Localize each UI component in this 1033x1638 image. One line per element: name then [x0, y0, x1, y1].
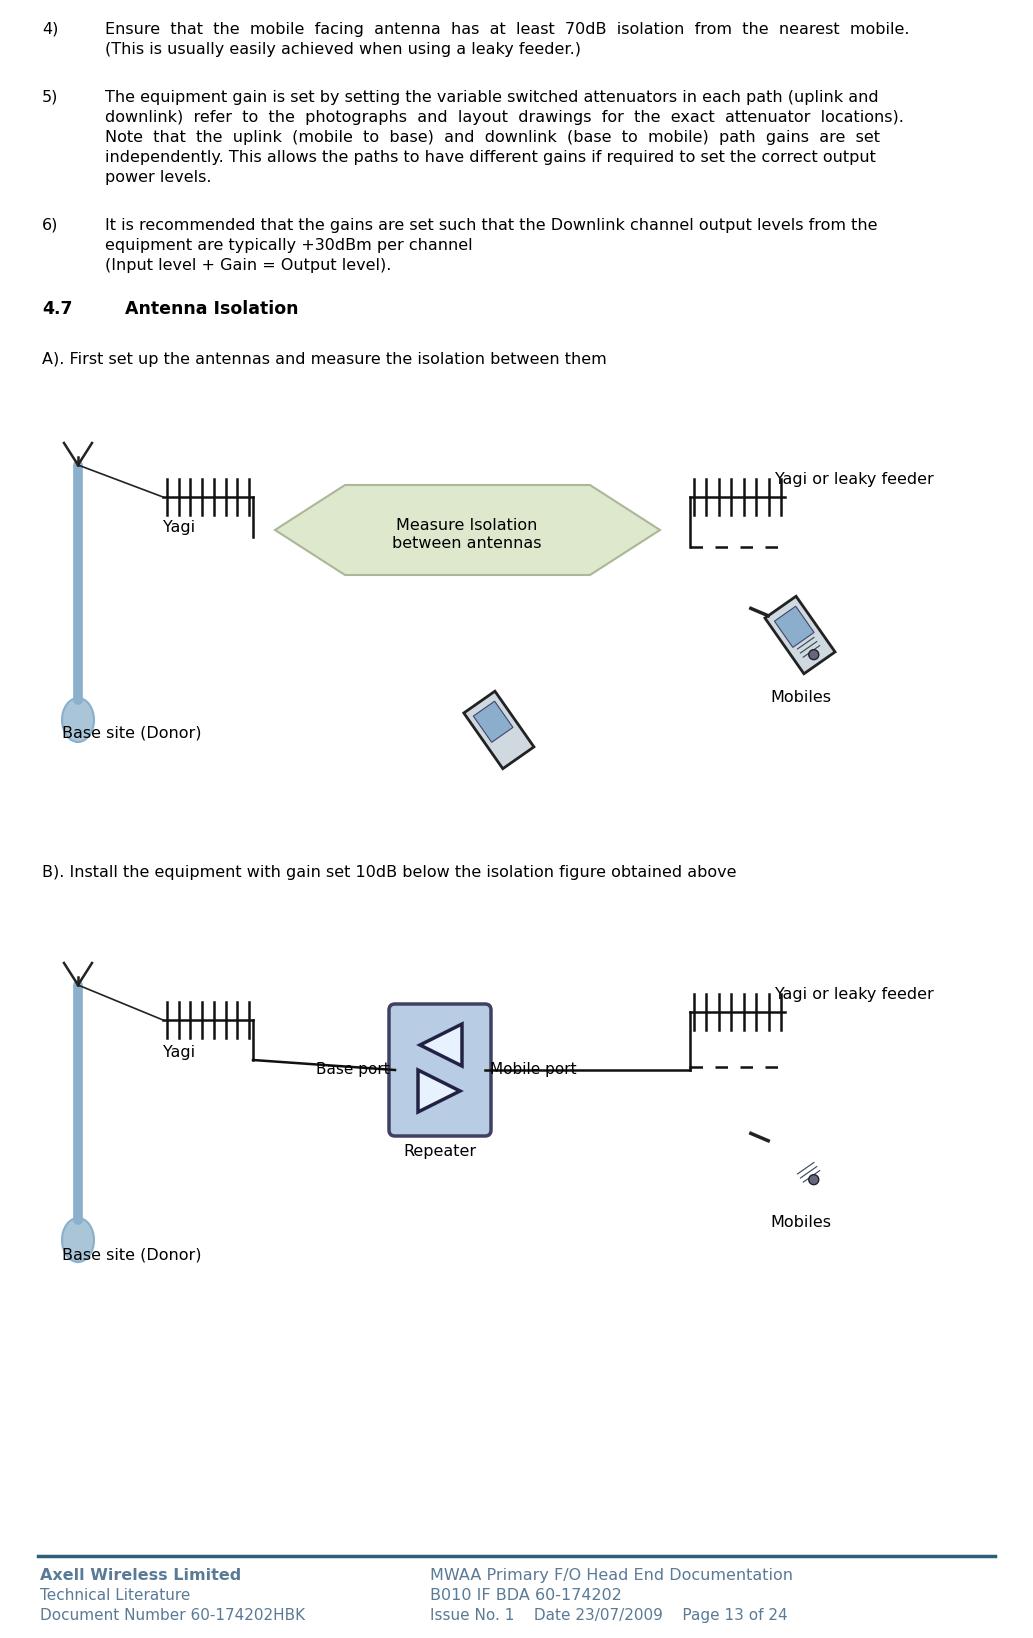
Polygon shape — [418, 1070, 460, 1112]
Text: Base site (Donor): Base site (Donor) — [62, 1248, 201, 1263]
Text: equipment are typically +30dBm per channel: equipment are typically +30dBm per chann… — [105, 238, 473, 252]
Text: independently. This allows the paths to have different gains if required to set : independently. This allows the paths to … — [105, 151, 876, 165]
Circle shape — [809, 650, 819, 660]
Text: A). First set up the antennas and measure the isolation between them: A). First set up the antennas and measur… — [42, 352, 606, 367]
Polygon shape — [275, 485, 660, 575]
Text: Note  that  the  uplink  (mobile  to  base)  and  downlink  (base  to  mobile)  : Note that the uplink (mobile to base) an… — [105, 129, 880, 146]
Text: Antenna Isolation: Antenna Isolation — [125, 300, 299, 318]
Polygon shape — [775, 606, 814, 647]
Text: Base port: Base port — [316, 1061, 390, 1078]
Text: (Input level + Gain = Output level).: (Input level + Gain = Output level). — [105, 259, 392, 274]
Text: The equipment gain is set by setting the variable switched attenuators in each p: The equipment gain is set by setting the… — [105, 90, 879, 105]
Polygon shape — [764, 596, 835, 673]
Text: Issue No. 1    Date 23/07/2009    Page 13 of 24: Issue No. 1 Date 23/07/2009 Page 13 of 2… — [430, 1609, 787, 1623]
Ellipse shape — [62, 698, 94, 742]
Text: B). Install the equipment with gain set 10dB below the isolation figure obtained: B). Install the equipment with gain set … — [42, 865, 737, 880]
Text: Ensure  that  the  mobile  facing  antenna  has  at  least  70dB  isolation  fro: Ensure that the mobile facing antenna ha… — [105, 21, 909, 38]
Text: Yagi: Yagi — [163, 1045, 195, 1060]
Polygon shape — [420, 1024, 462, 1066]
Text: 5): 5) — [42, 90, 59, 105]
Text: between antennas: between antennas — [393, 536, 541, 550]
Circle shape — [809, 1174, 819, 1184]
Text: Yagi or leaky feeder: Yagi or leaky feeder — [775, 472, 934, 486]
Text: Base site (Donor): Base site (Donor) — [62, 726, 201, 740]
Text: Measure Isolation: Measure Isolation — [397, 518, 538, 532]
Text: Axell Wireless Limited: Axell Wireless Limited — [40, 1568, 242, 1582]
Polygon shape — [473, 701, 513, 742]
Text: Document Number 60-174202HBK: Document Number 60-174202HBK — [40, 1609, 305, 1623]
Text: Mobile port: Mobile port — [490, 1061, 576, 1078]
Text: Mobiles: Mobiles — [770, 690, 831, 704]
FancyBboxPatch shape — [389, 1004, 491, 1137]
Text: Technical Literature: Technical Literature — [40, 1587, 190, 1604]
Text: power levels.: power levels. — [105, 170, 212, 185]
Text: B010 IF BDA 60-174202: B010 IF BDA 60-174202 — [430, 1587, 622, 1604]
Text: MWAA Primary F/O Head End Documentation: MWAA Primary F/O Head End Documentation — [430, 1568, 793, 1582]
Text: Yagi or leaky feeder: Yagi or leaky feeder — [775, 988, 934, 1002]
Text: Repeater: Repeater — [404, 1143, 476, 1160]
Text: It is recommended that the gains are set such that the Downlink channel output l: It is recommended that the gains are set… — [105, 218, 877, 233]
Ellipse shape — [62, 1219, 94, 1261]
Text: Yagi: Yagi — [163, 519, 195, 536]
Text: 6): 6) — [42, 218, 59, 233]
Polygon shape — [464, 691, 534, 768]
Text: 4.7: 4.7 — [42, 300, 72, 318]
Text: 4): 4) — [42, 21, 59, 38]
Text: downlink)  refer  to  the  photographs  and  layout  drawings  for  the  exact  : downlink) refer to the photographs and l… — [105, 110, 904, 124]
Text: Mobiles: Mobiles — [770, 1215, 831, 1230]
Text: (This is usually easily achieved when using a leaky feeder.): (This is usually easily achieved when us… — [105, 43, 581, 57]
